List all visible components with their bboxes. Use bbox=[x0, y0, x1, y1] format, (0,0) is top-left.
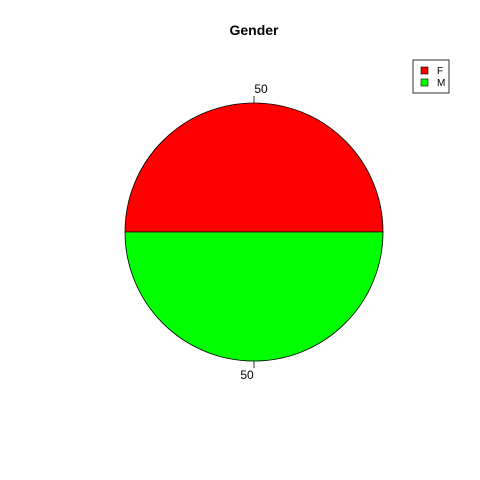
legend: FM bbox=[412, 59, 450, 94]
legend-label-f: F bbox=[437, 66, 443, 77]
legend-box bbox=[412, 59, 450, 94]
slice-label-m: 50 bbox=[240, 368, 254, 382]
chart-title: Gender bbox=[229, 22, 279, 38]
pie-slices bbox=[124, 102, 384, 362]
pie-slice-f bbox=[124, 102, 384, 233]
legend-label-m: M bbox=[437, 78, 445, 89]
legend-swatch-m bbox=[420, 78, 429, 87]
slice-label-f: 50 bbox=[254, 82, 268, 96]
slice-labels: 50 50 bbox=[240, 82, 268, 382]
pie-slice-m bbox=[124, 231, 384, 362]
legend-swatch-f bbox=[420, 66, 429, 75]
